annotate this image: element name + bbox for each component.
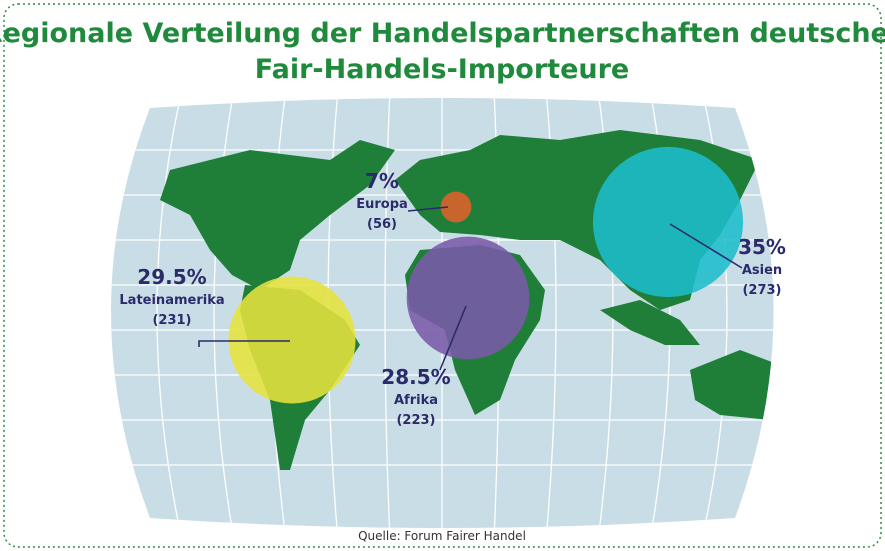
region-count: (56)	[367, 217, 397, 232]
region-bubble	[592, 146, 744, 298]
leader-line	[198, 340, 290, 347]
region-name: Europa	[356, 197, 408, 212]
region-name: Asien	[742, 263, 782, 278]
source: Quelle: Forum Fairer Handel	[358, 529, 526, 543]
region-percent: 7%	[365, 169, 399, 193]
leader-line	[669, 223, 743, 269]
region-count: (223)	[396, 413, 435, 428]
frame	[3, 3, 882, 548]
region-bubble	[228, 276, 356, 404]
region-bubble	[440, 191, 472, 223]
region-count: (273)	[742, 283, 781, 298]
region-percent: 28.5%	[381, 365, 450, 389]
region-percent: 35%	[738, 235, 786, 259]
region-name: Afrika	[394, 393, 438, 408]
region-percent: 29.5%	[137, 265, 206, 289]
region-count: (231)	[152, 313, 191, 328]
leader-line	[407, 206, 449, 212]
region-bubble	[406, 236, 530, 360]
title-line: Fair-Handels-Importeure	[255, 54, 630, 85]
leader-line	[439, 305, 467, 371]
title-line: Regionale Verteilung der Handelspartners…	[0, 18, 885, 49]
region-name: Lateinamerika	[119, 293, 224, 308]
